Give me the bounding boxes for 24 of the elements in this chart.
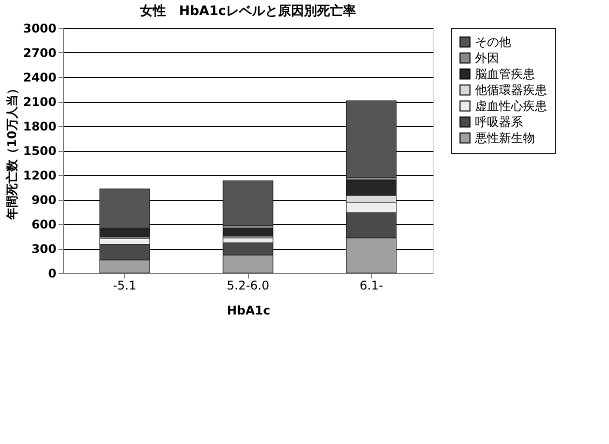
y-axis-title: 年間死亡数（10万人当） <box>5 82 20 220</box>
legend-label: 呼吸器系 <box>475 115 523 129</box>
y-tick-label: 1200 <box>23 168 56 182</box>
legend-label: その他 <box>475 35 511 49</box>
x-axis-title: HbA1c <box>226 304 270 318</box>
legend-label: 虚血性心疾患 <box>475 99 547 113</box>
y-tick-label: 600 <box>31 218 56 232</box>
y-tick-label: 1500 <box>23 144 56 158</box>
y-tick-label: 1800 <box>23 120 56 134</box>
legend-label: 外因 <box>475 51 499 65</box>
x-tick-label: 5.2-6.0 <box>226 278 270 292</box>
x-tick-label: -5.1 <box>112 278 136 292</box>
y-tick-label: 0 <box>48 266 56 280</box>
y-tick-label: 300 <box>31 242 56 256</box>
y-tick-label: 2400 <box>23 70 56 84</box>
y-tick-label: 2100 <box>23 95 56 109</box>
legend-label: 悪性新生物 <box>474 131 535 145</box>
legend-label: 他循環器疾患 <box>475 83 547 97</box>
y-tick-label: 2700 <box>23 46 56 60</box>
legend-label: 脳血管疾患 <box>475 67 535 81</box>
chart-title: 女性 HbA1cレベルと原因別死亡率 <box>139 3 356 19</box>
y-tick-label: 3000 <box>23 22 56 36</box>
x-tick-label: 6.1- <box>360 278 384 292</box>
y-tick-label: 900 <box>31 193 56 207</box>
